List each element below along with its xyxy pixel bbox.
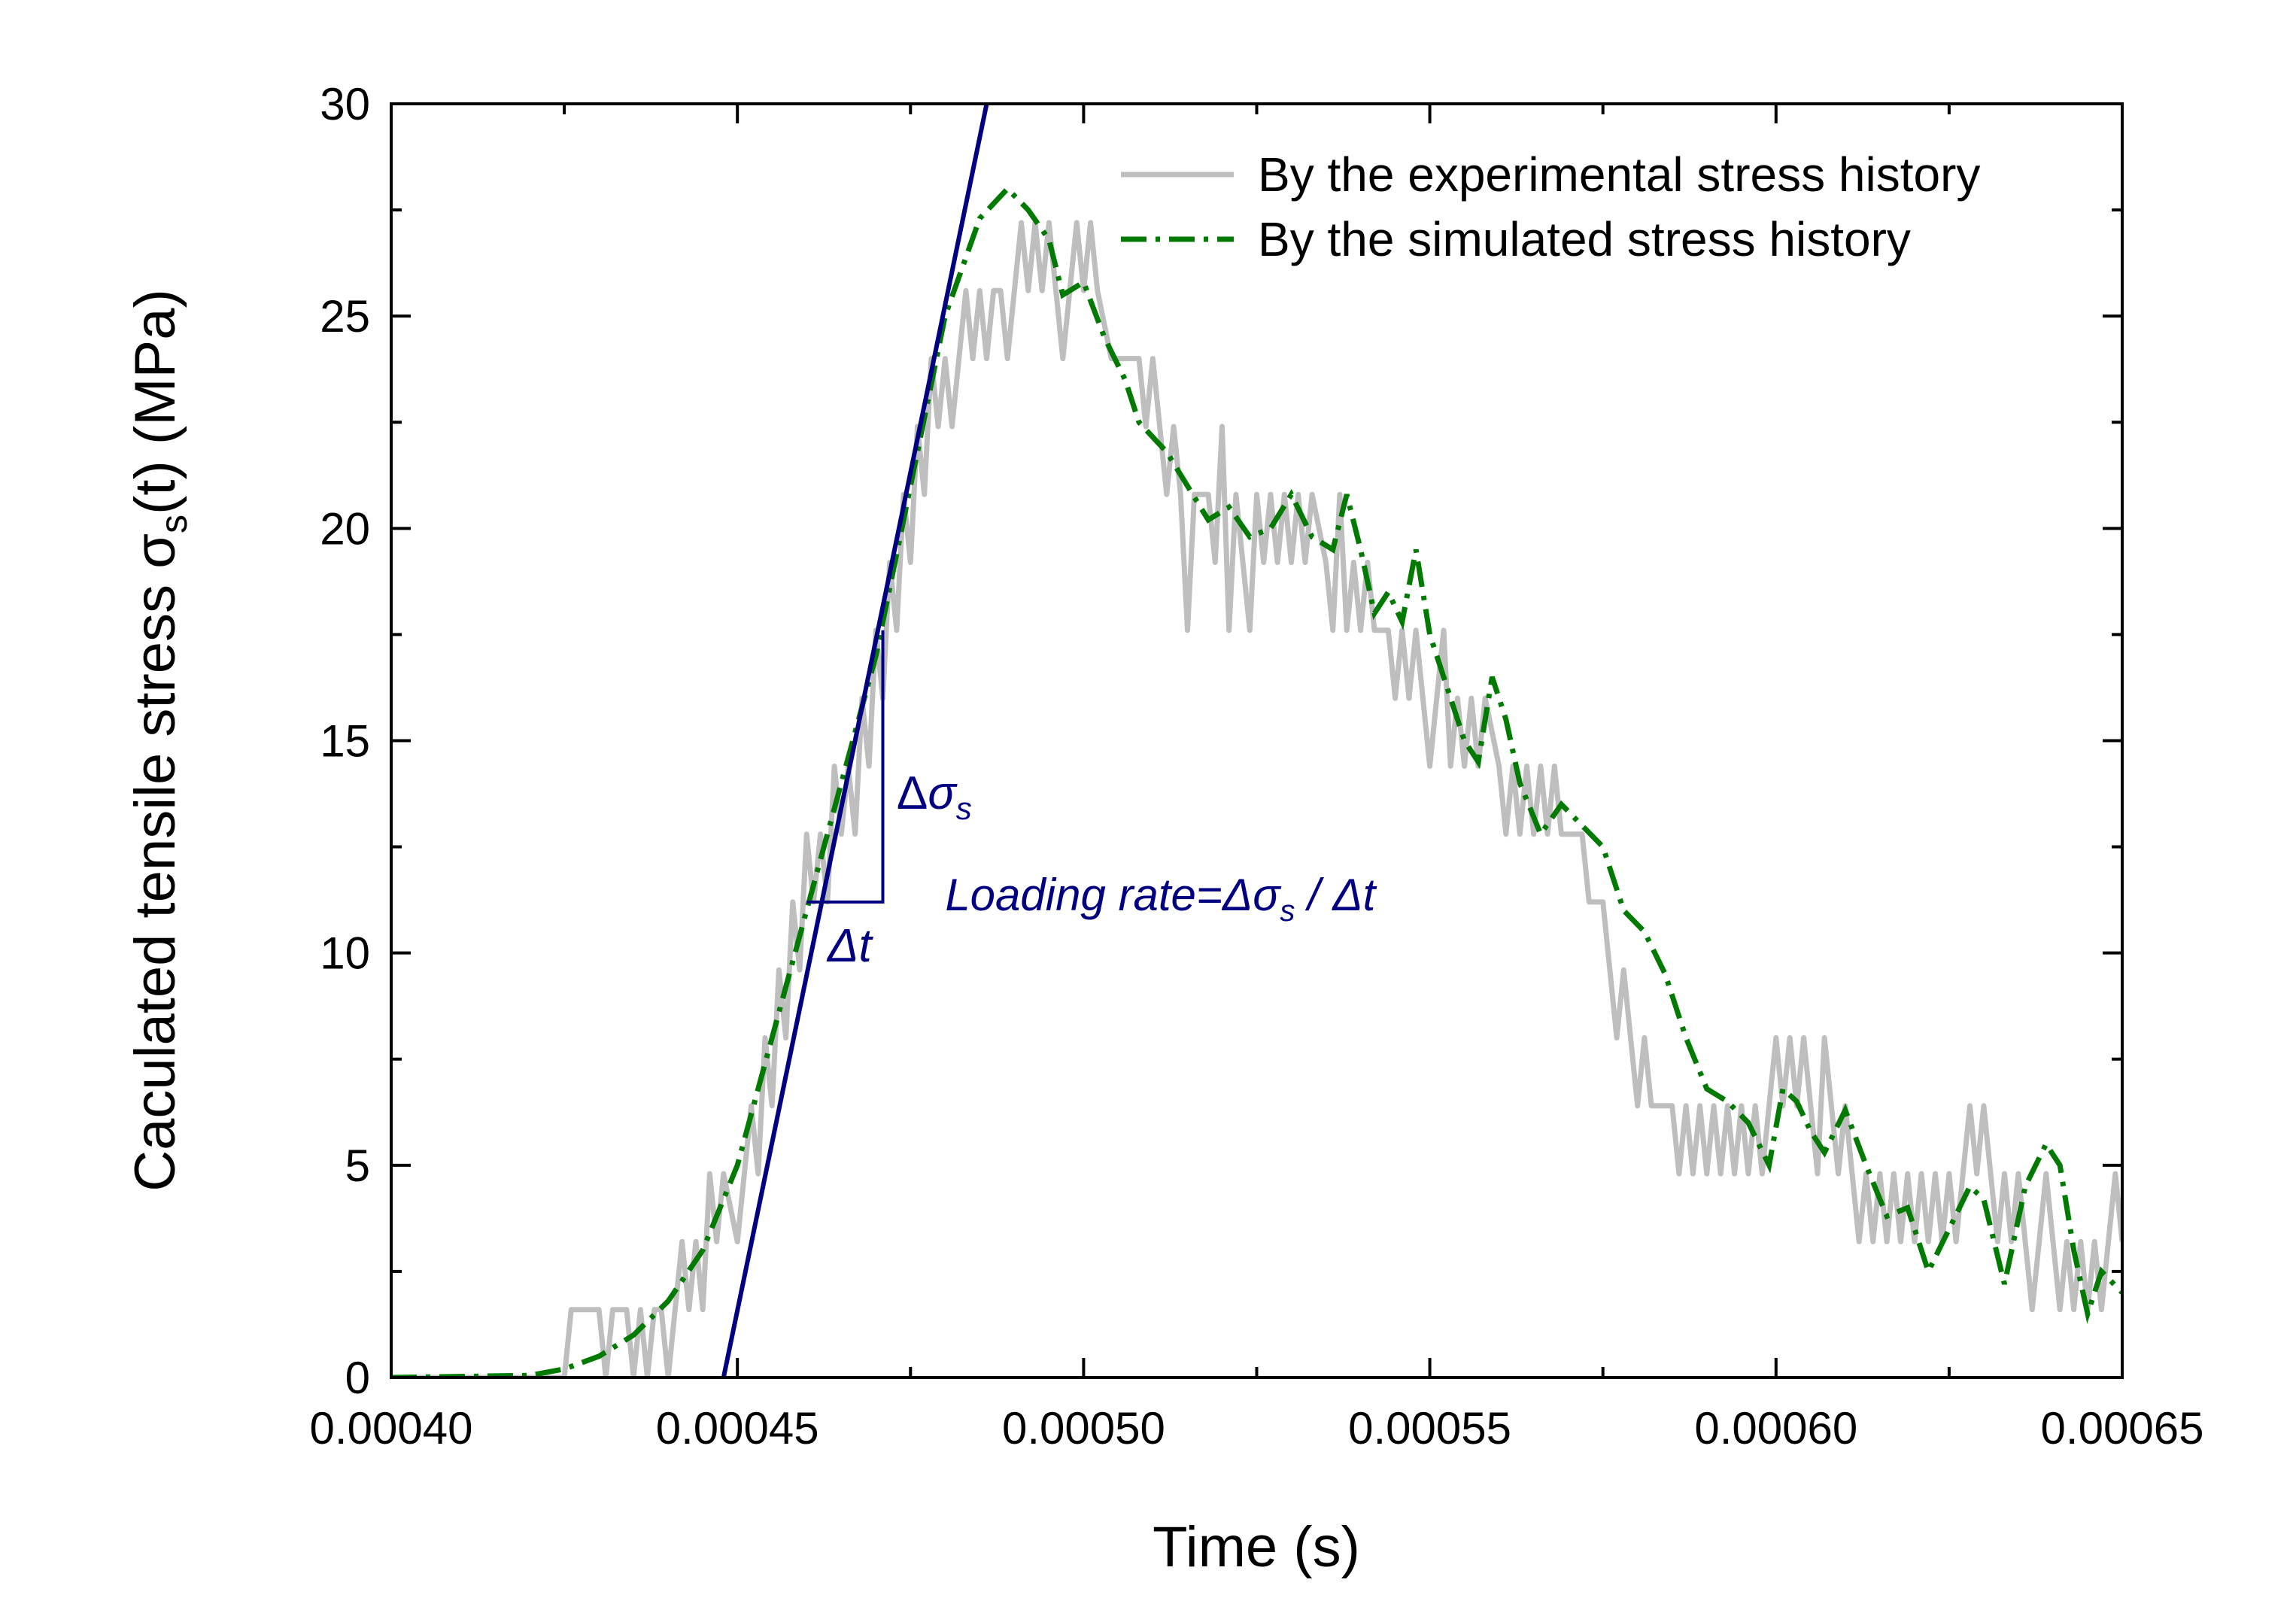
loading-rate-prefix: Loading rate=	[945, 870, 1222, 920]
delta-sigma-subscript: s	[956, 791, 972, 826]
simulated-series-line	[391, 184, 2122, 1378]
delta-sigma-annotation: Δσs	[897, 767, 972, 826]
y-axis-title-subscript: s	[153, 515, 195, 533]
y-axis-title-symbol: σ	[123, 533, 187, 569]
loading-rate-subscript: s	[1280, 895, 1295, 928]
x-tick-labels: 0.00040 0.00045 0.00050 0.00055 0.00060 0.000…	[310, 1403, 2204, 1454]
y-tick-label: 25	[320, 291, 370, 342]
x-tick-label: 0.00050	[1002, 1403, 1165, 1454]
delta-sigma-symbol: σ	[928, 767, 958, 819]
loading-rate-line	[721, 104, 989, 1378]
y-tick-label: 30	[320, 79, 370, 129]
x-axis-title: Time (s)	[1153, 1515, 1360, 1579]
y-tick-label: 15	[320, 716, 370, 767]
x-tick-label: 0.00040	[310, 1403, 473, 1454]
legend-label-simulated: By the simulated stress history	[1258, 212, 1911, 266]
experimental-series-line	[391, 220, 2122, 1378]
plot-frame	[390, 102, 2124, 1379]
legend-label-experimental: By the experimental stress history	[1258, 147, 1980, 202]
y-tick-labels: 0 5 10 15 20 25 30	[320, 79, 370, 1403]
loading-rate-annotation: Loading rate=Δσs / Δt	[945, 870, 1377, 928]
y-tick-label: 20	[320, 503, 370, 554]
x-tick-label: 0.00045	[656, 1403, 819, 1454]
x-tick-label: 0.00060	[1694, 1403, 1857, 1454]
y-axis-title-prefix: Caculated tensile stress	[123, 569, 187, 1192]
loading-rate-symbol: σ	[1253, 870, 1282, 920]
loading-rate-suffix: / Δt	[1295, 870, 1377, 920]
y-axis-title-suffix: (t) (MPa)	[123, 289, 187, 515]
y-tick-label: 0	[345, 1353, 370, 1403]
x-tick-label: 0.00065	[2041, 1403, 2204, 1454]
delta-sigma-delta: Δ	[897, 767, 928, 819]
slope-triangle	[806, 630, 885, 904]
legend: By the experimental stress history By th…	[1121, 147, 1980, 266]
y-axis-title: Caculated tensile stress σs(t) (MPa)	[123, 289, 195, 1192]
y-tick-label: 5	[345, 1141, 370, 1191]
x-tick-label: 0.00055	[1348, 1403, 1511, 1454]
loading-rate-delta: Δ	[1221, 870, 1253, 920]
y-tick-label: 10	[320, 928, 370, 979]
delta-t-annotation: Δt	[826, 920, 874, 972]
